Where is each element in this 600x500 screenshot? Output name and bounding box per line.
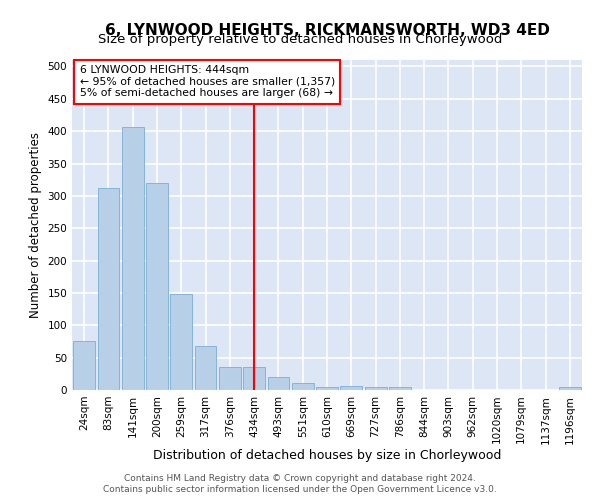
Bar — [97, 188, 119, 390]
Bar — [292, 383, 314, 390]
Bar — [389, 388, 411, 390]
Bar — [316, 387, 338, 390]
Y-axis label: Number of detached properties: Number of detached properties — [29, 132, 42, 318]
Bar — [268, 377, 289, 390]
Bar — [365, 387, 386, 390]
X-axis label: Distribution of detached houses by size in Chorleywood: Distribution of detached houses by size … — [153, 449, 501, 462]
Bar — [219, 366, 241, 390]
Bar — [243, 366, 265, 390]
Text: Size of property relative to detached houses in Chorleywood: Size of property relative to detached ho… — [98, 32, 502, 46]
Text: 6 LYNWOOD HEIGHTS: 444sqm
← 95% of detached houses are smaller (1,357)
5% of sem: 6 LYNWOOD HEIGHTS: 444sqm ← 95% of detac… — [80, 65, 335, 98]
Bar — [146, 183, 168, 390]
Bar — [170, 294, 192, 390]
Bar — [194, 346, 217, 390]
Bar — [559, 387, 581, 390]
Bar — [340, 386, 362, 390]
Text: Contains HM Land Registry data © Crown copyright and database right 2024.
Contai: Contains HM Land Registry data © Crown c… — [103, 474, 497, 494]
Bar — [73, 342, 95, 390]
Title: 6, LYNWOOD HEIGHTS, RICKMANSWORTH, WD3 4ED: 6, LYNWOOD HEIGHTS, RICKMANSWORTH, WD3 4… — [104, 23, 550, 38]
Bar — [122, 126, 143, 390]
